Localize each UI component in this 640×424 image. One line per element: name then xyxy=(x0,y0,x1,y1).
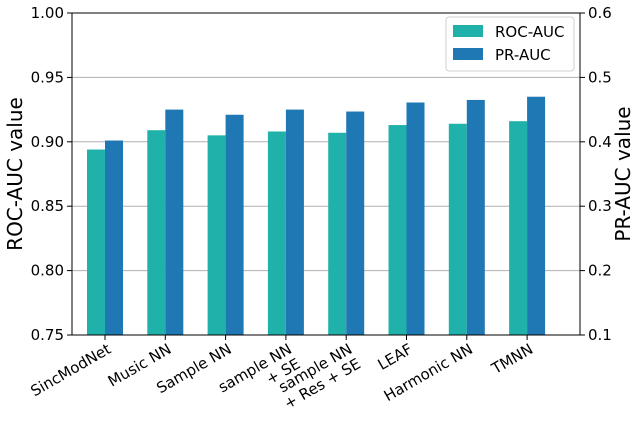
plot-frame xyxy=(71,12,581,336)
legend-swatch-roc-auc xyxy=(453,25,483,37)
right-tick-label: 0.4 xyxy=(588,133,612,151)
bar-roc-auc xyxy=(509,121,528,335)
bar-pr-auc xyxy=(466,99,485,335)
bar-pr-auc xyxy=(406,102,425,336)
legend-label-roc-auc: ROC-AUC xyxy=(495,23,565,41)
left-tick-label: 1.00 xyxy=(31,4,64,22)
legend-label-pr-auc: PR-AUC xyxy=(495,46,551,64)
category-label-line: SincModNet xyxy=(28,340,115,400)
bar-roc-auc xyxy=(147,130,166,335)
right-axis: 0.1 0.2 0.3 0.4 0.5 0.6 xyxy=(580,4,612,344)
y-axis-title-left: ROC-AUC value xyxy=(3,97,27,251)
bar-pr-auc xyxy=(285,109,304,335)
bar-pr-auc xyxy=(527,96,546,335)
left-tick-label: 0.85 xyxy=(31,197,64,215)
right-tick-label: 0.1 xyxy=(588,326,612,344)
category-label: LEAF xyxy=(375,340,416,374)
right-tick-label: 0.2 xyxy=(588,262,612,280)
right-tick-label: 0.6 xyxy=(588,4,612,22)
category-label: TMNN xyxy=(488,340,536,378)
left-tick-label: 0.80 xyxy=(31,262,64,280)
left-tick-label: 0.75 xyxy=(31,326,64,344)
category-label-line: LEAF xyxy=(375,340,416,374)
y-axis-title-right: PR-AUC value xyxy=(611,106,635,241)
bar-roc-auc xyxy=(388,125,407,335)
left-axis: 0.75 0.80 0.85 0.90 0.95 1.00 xyxy=(31,4,72,344)
bars xyxy=(87,96,546,336)
bar-pr-auc xyxy=(165,109,184,335)
legend-swatch-pr-auc xyxy=(453,48,483,60)
left-tick-label: 0.90 xyxy=(31,133,64,151)
bar-roc-auc xyxy=(207,135,226,335)
left-tick-label: 0.95 xyxy=(31,68,64,86)
bar-roc-auc xyxy=(448,123,467,335)
bar-pr-auc xyxy=(105,140,123,335)
bar-roc-auc xyxy=(267,131,286,335)
bar-roc-auc xyxy=(328,132,347,335)
bar-pr-auc xyxy=(225,114,244,335)
right-tick-label: 0.5 xyxy=(588,68,612,86)
bar-roc-auc xyxy=(87,149,105,335)
category-label-line: TMNN xyxy=(488,340,536,378)
right-tick-label: 0.3 xyxy=(588,197,612,215)
legend: ROC-AUC PR-AUC xyxy=(445,16,575,72)
bar-pr-auc xyxy=(346,111,365,335)
category-label: SincModNet xyxy=(28,340,115,400)
